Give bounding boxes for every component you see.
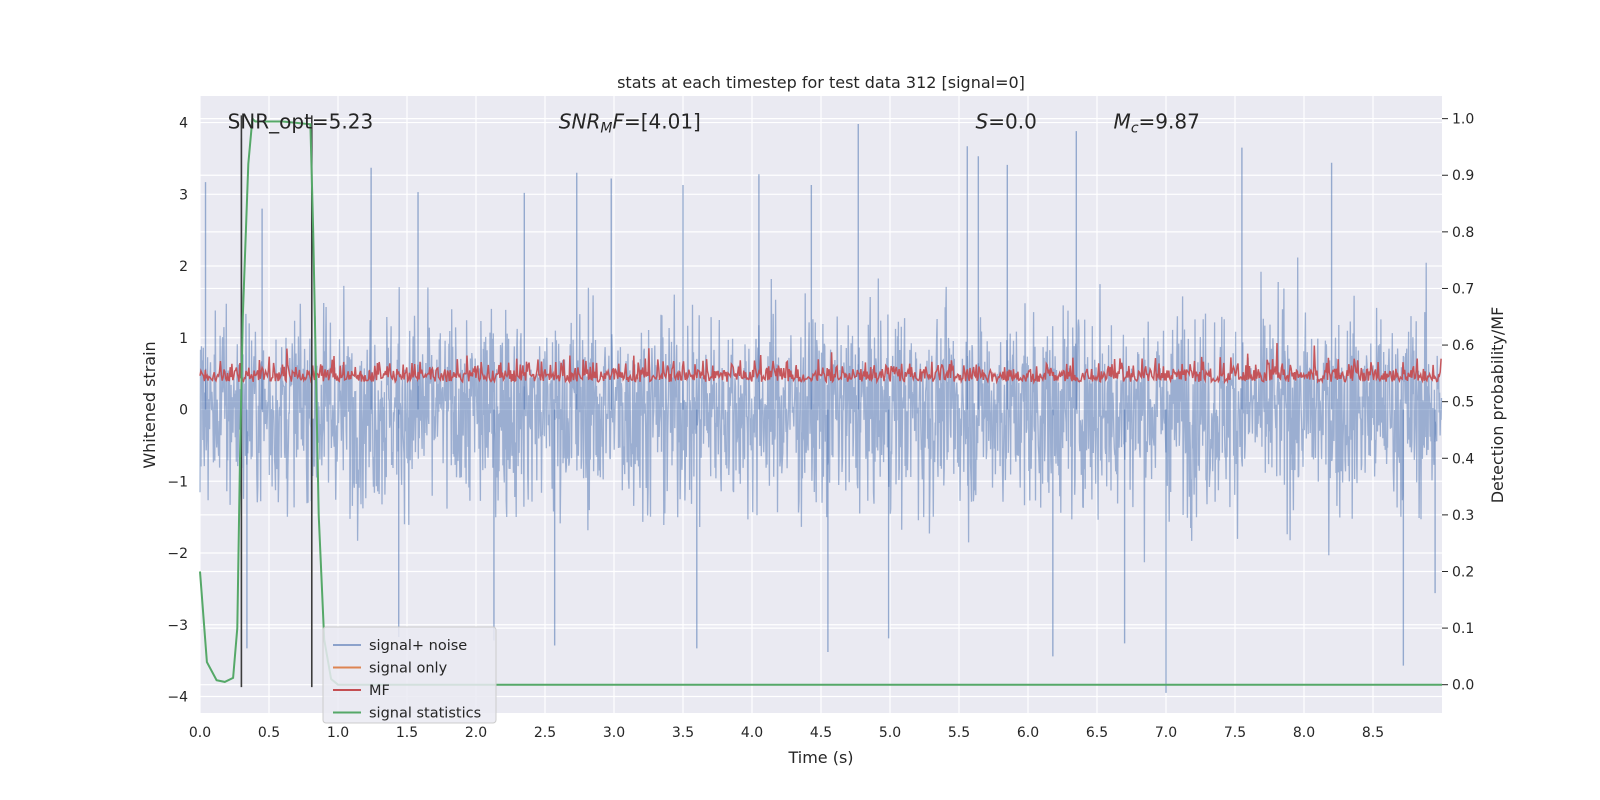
annotation-text: SNRMF=[4.01] (559, 110, 701, 137)
x-tick-label: 1.0 (327, 725, 349, 741)
x-tick-label: 5.5 (948, 725, 970, 741)
y-tick-label: −1 (167, 474, 188, 490)
y-tick-label: 0 (179, 403, 188, 419)
x-tick-label: 4.5 (810, 725, 832, 741)
y2-tick-label: 0.1 (1452, 621, 1474, 637)
chart-title: stats at each timestep for test data 312… (617, 73, 1025, 92)
y2-axis-label: Detection probability/MF (1488, 307, 1507, 504)
y2-tick-label: 0.5 (1452, 395, 1474, 411)
x-tick-labels: 0.0 0.5 1.0 1.5 2.0 2.5 3.0 3.5 4.0 4.5 5.0 5.5 6.0 6… (189, 725, 1384, 741)
legend-box (322, 626, 497, 724)
y2-tick-labels: 1.0 0.9 0.8 0.7 0.6 0.5 0.4 0.3 0.2 0.1 0.0 (1442, 112, 1474, 694)
legend: signal+ noise signal only MF signal statist… (322, 626, 497, 724)
mf-series (199, 342, 1442, 385)
legend-label: signal statistics (369, 706, 481, 722)
x-tick-label: 5.0 (879, 725, 901, 741)
x-tick-label: 0.0 (189, 725, 211, 741)
x-tick-label: 3.5 (672, 725, 694, 741)
y-tick-labels: 4 3 2 1 0 −1 −2 −3 −4 (167, 116, 188, 706)
y-tick-label: 2 (179, 259, 188, 275)
legend-label: MF (369, 683, 390, 699)
x-tick-label: 2.5 (534, 725, 556, 741)
x-tick-label: 7.0 (1155, 725, 1177, 741)
x-tick-label: 0.5 (258, 725, 280, 741)
y-tick-label: −3 (167, 618, 188, 634)
y-axis-label: Whitened strain (140, 341, 159, 468)
x-tick-label: 1.5 (396, 725, 418, 741)
y2-tick-label: 0.2 (1452, 564, 1474, 580)
legend-items: signal+ noise signal only MF signal statist… (333, 638, 481, 722)
annotation-text: Mc=9.87 (1114, 110, 1200, 137)
y2-tick-label: 0.7 (1452, 281, 1474, 297)
annotation-text: S=0.0 (976, 110, 1037, 134)
x-tick-label: 7.5 (1224, 725, 1246, 741)
annotations: SNR_opt=5.23 SNRMF=[4.01] S=0.0 Mc=9.87 (228, 110, 1200, 137)
y2-tick-label: 0.4 (1452, 451, 1474, 467)
x-axis-label: Time (s) (787, 748, 853, 767)
mf-line (199, 342, 1442, 385)
x-tick-label: 8.0 (1293, 725, 1315, 741)
y2-tick-label: 0.0 (1452, 678, 1474, 694)
signal-plus-noise-line (199, 257, 1443, 563)
y2-tick-label: 0.6 (1452, 338, 1474, 354)
x-tick-label: 3.0 (603, 725, 625, 741)
x-tick-label: 6.5 (1086, 725, 1108, 741)
y-tick-label: −2 (167, 546, 188, 562)
legend-label: signal only (369, 661, 448, 677)
y-tick-label: 3 (179, 187, 188, 203)
legend-label: signal+ noise (369, 638, 467, 654)
y2-tick-label: 0.9 (1452, 168, 1474, 184)
x-tick-label: 2.0 (465, 725, 487, 741)
y-tick-label: 4 (179, 116, 188, 132)
x-tick-label: 8.5 (1362, 725, 1384, 741)
x-tick-label: 6.0 (1017, 725, 1039, 741)
y-tick-label: 1 (179, 331, 188, 347)
y2-tick-label: 0.8 (1452, 225, 1474, 241)
y2-tick-label: 1.0 (1452, 112, 1474, 128)
annotation-text: SNR_opt=5.23 (228, 110, 374, 134)
y2-tick-label: 0.3 (1452, 508, 1474, 524)
x-tick-label: 4.0 (741, 725, 763, 741)
y-tick-label: −4 (167, 689, 188, 705)
